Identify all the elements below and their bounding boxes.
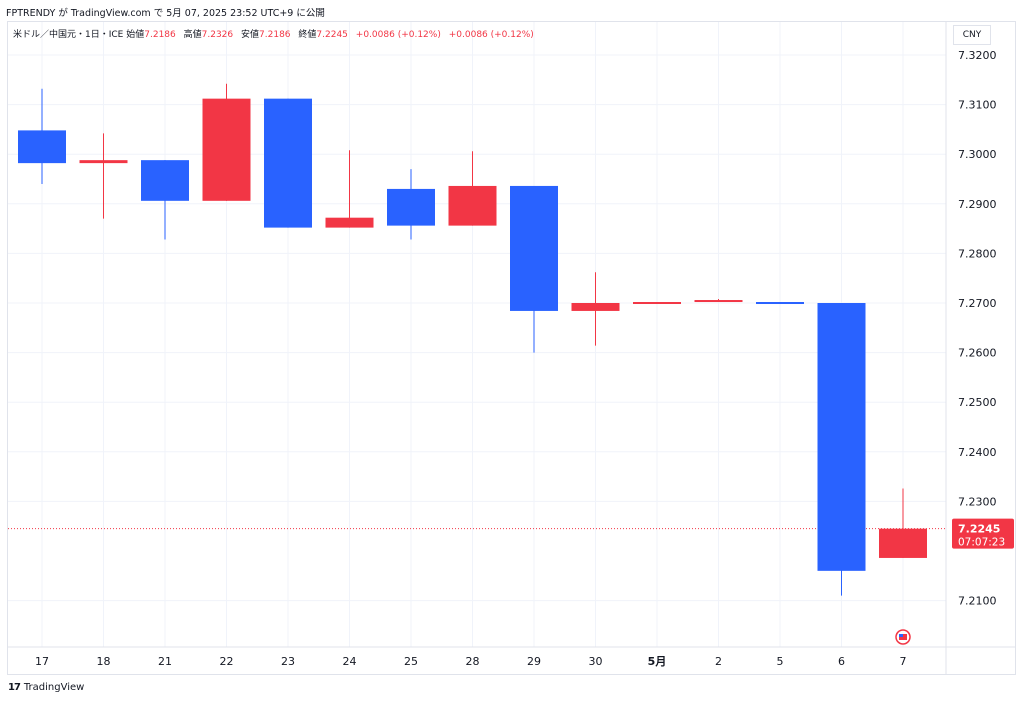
x-tick-label: 24 [343, 655, 357, 668]
legend-symbol[interactable]: 米ドル／中国元・1日・ICE [13, 30, 124, 40]
candle-body[interactable] [879, 528, 927, 558]
candle-body[interactable] [633, 302, 681, 305]
candle-body[interactable] [510, 185, 558, 311]
legend-high-value: 7.2326 [201, 30, 234, 40]
y-tick-label: 7.2300 [958, 495, 997, 508]
candle-body[interactable] [387, 188, 435, 226]
candle-body[interactable] [694, 300, 743, 303]
candle-body[interactable] [18, 130, 66, 164]
footer-brand[interactable]: 17 TradingView [8, 682, 84, 693]
candle-body[interactable] [264, 98, 312, 228]
x-tick-label: 6 [838, 655, 845, 668]
legend-low-value: 7.2186 [259, 30, 291, 40]
x-tick-label: 25 [404, 655, 418, 668]
y-tick-label: 7.3100 [958, 99, 997, 112]
chart-frame [7, 21, 1016, 675]
candle-body[interactable] [448, 185, 497, 226]
x-tick-label: 29 [527, 655, 541, 668]
y-tick-label: 7.2500 [958, 396, 997, 409]
y-tick-label: 7.2600 [958, 347, 997, 360]
candle-body[interactable] [817, 303, 866, 571]
tradingview-logo-icon: 17 [8, 682, 21, 693]
ohlc-legend: 米ドル／中国元・1日・ICE 始値7.2186 高値7.2326 安値7.218… [13, 27, 539, 40]
legend-close-value: 7.2245 [316, 30, 348, 40]
candle-body[interactable] [202, 98, 251, 201]
y-tick-label: 7.2100 [958, 595, 997, 608]
y-tick-label: 7.3000 [958, 148, 997, 161]
y-tick-label: 7.2700 [958, 297, 997, 310]
legend-change-1: +0.0086 (+0.12%) [355, 30, 441, 40]
x-tick-label: 7 [900, 655, 907, 668]
us-flag-canton-icon [899, 634, 903, 637]
legend-open-value: 7.2186 [144, 30, 176, 40]
published-line: FPTRENDY が TradingView.com で 5月 07, 2025… [6, 8, 325, 19]
legend-change-2: +0.0086 (+0.12%) [448, 30, 534, 40]
x-tick-label: 30 [589, 655, 603, 668]
x-tick-label: 2 [715, 655, 722, 668]
candle-body[interactable] [79, 160, 128, 164]
last-price-tag [952, 518, 1014, 549]
last-price-value: 7.2245 [958, 523, 1000, 536]
legend-high-label: 高値 [183, 30, 202, 40]
x-tick-label: 21 [158, 655, 172, 668]
candle-body[interactable] [571, 303, 620, 311]
y-tick-label: 7.2900 [958, 198, 997, 211]
x-tick-label: 5月 [648, 655, 667, 668]
footer-brand-label: TradingView [23, 682, 85, 693]
candle-body[interactable] [756, 302, 804, 305]
legend-open-label: 始値 [126, 30, 145, 40]
candle-body[interactable] [141, 160, 189, 201]
bar-countdown: 07:07:23 [958, 537, 1005, 549]
candle-body[interactable] [325, 217, 374, 228]
x-tick-label: 18 [97, 655, 111, 668]
x-tick-label: 28 [466, 655, 480, 668]
legend-close-label: 終値 [298, 30, 317, 40]
y-tick-label: 7.3200 [958, 49, 997, 62]
legend-low-label: 安値 [241, 30, 260, 40]
x-tick-label: 17 [35, 655, 49, 668]
x-tick-label: 23 [281, 655, 295, 668]
currency-button[interactable]: CNY [953, 25, 991, 45]
x-tick-label: 5 [777, 655, 784, 668]
x-tick-label: 22 [220, 655, 234, 668]
y-tick-label: 7.2400 [958, 446, 997, 459]
y-tick-label: 7.2800 [958, 247, 997, 260]
